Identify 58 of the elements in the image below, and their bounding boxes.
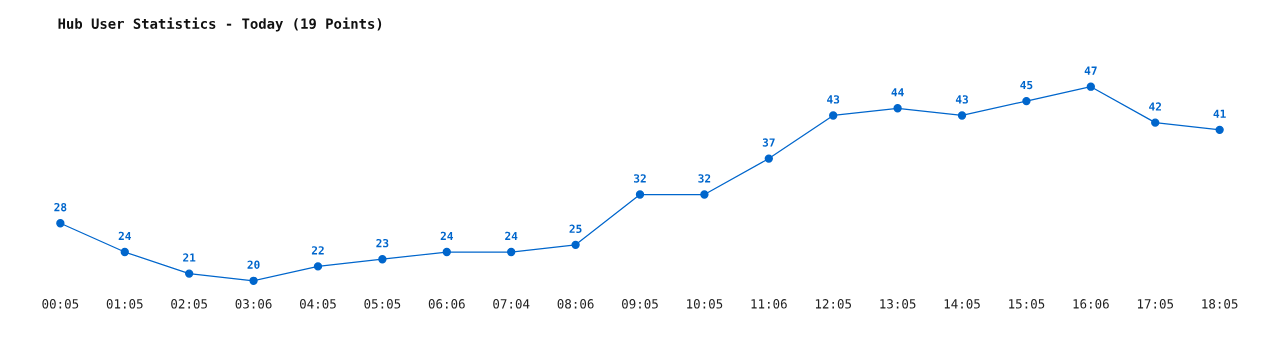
x-tick-label: 02:05 [171,299,207,309]
point [1086,82,1095,91]
data-label: 43 [827,95,840,104]
data-label: 20 [247,260,260,269]
data-label: 41 [1213,109,1226,118]
point [829,111,838,120]
data-label: 23 [376,238,389,248]
data-label: 32 [633,174,646,183]
data-label: 28 [54,203,67,212]
data-label: 45 [1020,80,1033,90]
x-tick-label: 17:05 [1137,299,1174,309]
point [120,247,129,257]
x-tick-label: 10:05 [687,299,723,309]
data-label: 42 [1149,102,1161,111]
data-label: 47 [1084,66,1097,75]
x-tick-label: 01:05 [106,299,143,309]
point [700,190,709,199]
data-label: 24 [118,231,131,241]
point [635,190,645,199]
point [1151,118,1160,127]
x-tick-label: 07:04 [493,299,530,309]
data-label: 24 [505,231,518,241]
point [313,262,323,271]
x-tick-label: 08:06 [557,299,594,309]
x-tick-label: 16:06 [1073,299,1109,309]
point [764,154,773,163]
point [1022,96,1031,106]
data-label: 25 [569,224,582,233]
data-label: 22 [311,246,324,255]
x-tick-label: 18:05 [1202,299,1238,309]
x-tick-label: 11:06 [751,299,787,309]
point [442,247,451,257]
point [249,276,258,285]
x-tick-label: 12:05 [815,299,852,309]
x-tick-label: 15:05 [1009,299,1045,309]
data-label: 37 [762,138,775,147]
x-tick-label: 05:05 [364,299,401,309]
x-tick-label: 03:06 [235,299,272,309]
data-label: 44 [891,88,904,97]
point [957,111,967,120]
data-label: 32 [698,174,711,183]
point [507,247,516,257]
data-label: 43 [955,95,968,104]
chart-title: Hub User Statistics - Today (19 Points) [58,17,382,32]
x-tick-label: 04:05 [299,299,336,309]
point [185,269,194,278]
x-tick-label: 14:05 [944,299,980,309]
point [571,240,580,250]
x-tick-label: 00:05 [42,299,79,309]
point [56,219,65,228]
point [1215,125,1224,135]
x-tick-label: 13:05 [880,299,916,309]
data-label: 24 [440,231,453,241]
data-label: 21 [183,253,196,262]
x-tick-label: 09:05 [622,299,658,309]
point [893,104,902,113]
point [378,255,387,264]
x-tick-label: 06:06 [428,299,465,309]
